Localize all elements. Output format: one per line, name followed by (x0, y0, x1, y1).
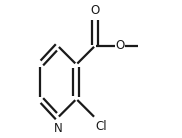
Text: Cl: Cl (96, 120, 107, 133)
Text: O: O (116, 39, 125, 52)
Text: O: O (90, 4, 100, 17)
Text: N: N (53, 122, 62, 135)
